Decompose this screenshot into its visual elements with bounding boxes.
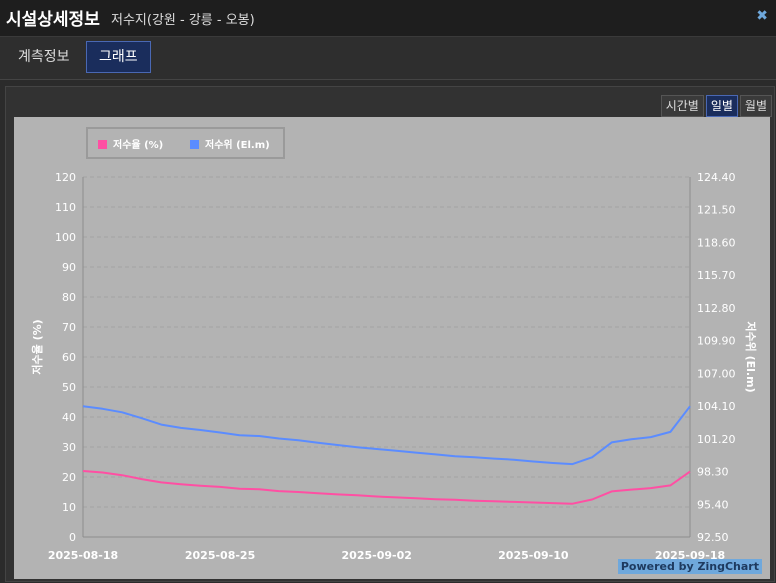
- tab-graph[interactable]: 그래프: [86, 41, 151, 73]
- x-tick-label: 2025-08-25: [185, 549, 255, 562]
- storage-rate-swatch: [98, 140, 107, 149]
- y-left-tick-label: 90: [62, 261, 76, 274]
- y-left-tick-label: 60: [62, 351, 76, 364]
- chart-legend: 저수율 (%) 저수위 (El.m): [86, 127, 285, 159]
- line-chart: 0 10 20 30 40 50 60 70 80 90 100 110 120 92.50 95.40 9…: [30, 171, 758, 562]
- x-tick-label: 2025-08-18: [48, 549, 118, 562]
- y-left-tick-label: 110: [55, 201, 76, 214]
- y-left-tick-label: 0: [69, 531, 76, 544]
- legend-label-storage-rate: 저수율 (%): [113, 140, 164, 151]
- y-right-tick-label: 109.90: [697, 335, 736, 348]
- legend-item-storage-rate[interactable]: 저수율 (%): [98, 136, 163, 151]
- legend-item-water-level[interactable]: 저수위 (El.m): [190, 136, 270, 151]
- y-right-tick-label: 112.80: [697, 302, 736, 315]
- y-right-tick-label: 107.00: [697, 367, 736, 380]
- y-left-tick-label: 40: [62, 411, 76, 424]
- y-left-tick-label: 30: [62, 441, 76, 454]
- y-left-tick-label: 80: [62, 291, 76, 304]
- y-left-tick-label: 20: [62, 471, 76, 484]
- range-toggle: 시간별 일별 월별: [659, 95, 772, 117]
- y-right-tick-label: 124.40: [697, 171, 736, 184]
- daily-button[interactable]: 일별: [705, 95, 738, 117]
- page-title: 시설상세정보: [6, 10, 100, 30]
- x-tick-label: 2025-09-10: [498, 549, 569, 562]
- y-right-tick-label: 104.10: [697, 400, 736, 413]
- series-line-storage-rate: [82, 470, 691, 505]
- title-bar: 시설상세정보 저수지(강원 - 강릉 - 오봉) ✖: [0, 0, 776, 37]
- zingchart-credit[interactable]: Powered by ZingChart: [617, 559, 762, 574]
- y-right-tick-label: 92.50: [697, 531, 729, 544]
- y-right-tick-label: 115.70: [697, 269, 736, 282]
- y-left-tick-label: 50: [62, 381, 76, 394]
- series-line-water-level: [82, 405, 691, 466]
- y-left-tick-label: 120: [55, 171, 76, 184]
- y-axis-left-label: 저수율 (%): [30, 319, 44, 374]
- y-right-tick-label: 118.60: [697, 236, 736, 249]
- y-left-tick-label: 70: [62, 321, 76, 334]
- facility-subtitle: 저수지(강원 - 강릉 - 오봉): [111, 13, 255, 28]
- y-left-tick-label: 100: [55, 231, 76, 244]
- chart-area: 0 10 20 30 40 50 60 70 80 90 100 110 120 92.50 95.40 9…: [14, 117, 770, 579]
- y-left-tick-label: 10: [62, 501, 76, 514]
- x-tick-label: 2025-09-18: [655, 549, 725, 562]
- monthly-button[interactable]: 월별: [739, 95, 772, 117]
- tab-bar: 계측정보 그래프: [0, 37, 776, 80]
- y-right-tick-label: 121.50: [697, 204, 736, 217]
- hourly-button[interactable]: 시간별: [660, 95, 704, 117]
- y-right-tick-label: 101.20: [697, 433, 736, 446]
- y-right-tick-label: 95.40: [697, 498, 729, 511]
- close-icon[interactable]: ✖: [756, 8, 768, 24]
- y-axis-right-label: 저수위 (El.m): [744, 321, 758, 392]
- legend-label-water-level: 저수위 (El.m): [205, 140, 270, 151]
- y-right-tick-label: 98.30: [697, 466, 729, 479]
- water-level-swatch: [190, 140, 199, 149]
- x-tick-label: 2025-09-02: [342, 549, 412, 562]
- tab-measurement-info[interactable]: 계측정보: [18, 49, 70, 65]
